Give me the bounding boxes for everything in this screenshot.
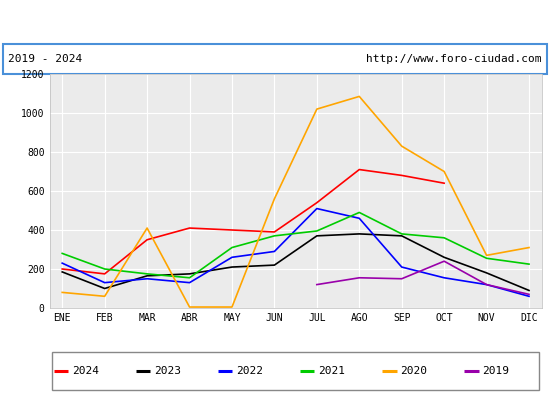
Text: 2024: 2024 [72,366,98,376]
Text: 2020: 2020 [400,366,427,376]
FancyBboxPatch shape [3,44,547,74]
Text: 2019: 2019 [482,366,509,376]
Text: http://www.foro-ciudad.com: http://www.foro-ciudad.com [366,54,542,64]
Text: 2019 - 2024: 2019 - 2024 [8,54,82,64]
FancyBboxPatch shape [52,352,540,390]
Text: 2023: 2023 [153,366,181,376]
Text: 2022: 2022 [236,366,263,376]
Text: 2021: 2021 [318,366,345,376]
Text: Evolucion Nº Turistas Nacionales en el municipio de Redecilla del Camino: Evolucion Nº Turistas Nacionales en el m… [31,14,519,28]
